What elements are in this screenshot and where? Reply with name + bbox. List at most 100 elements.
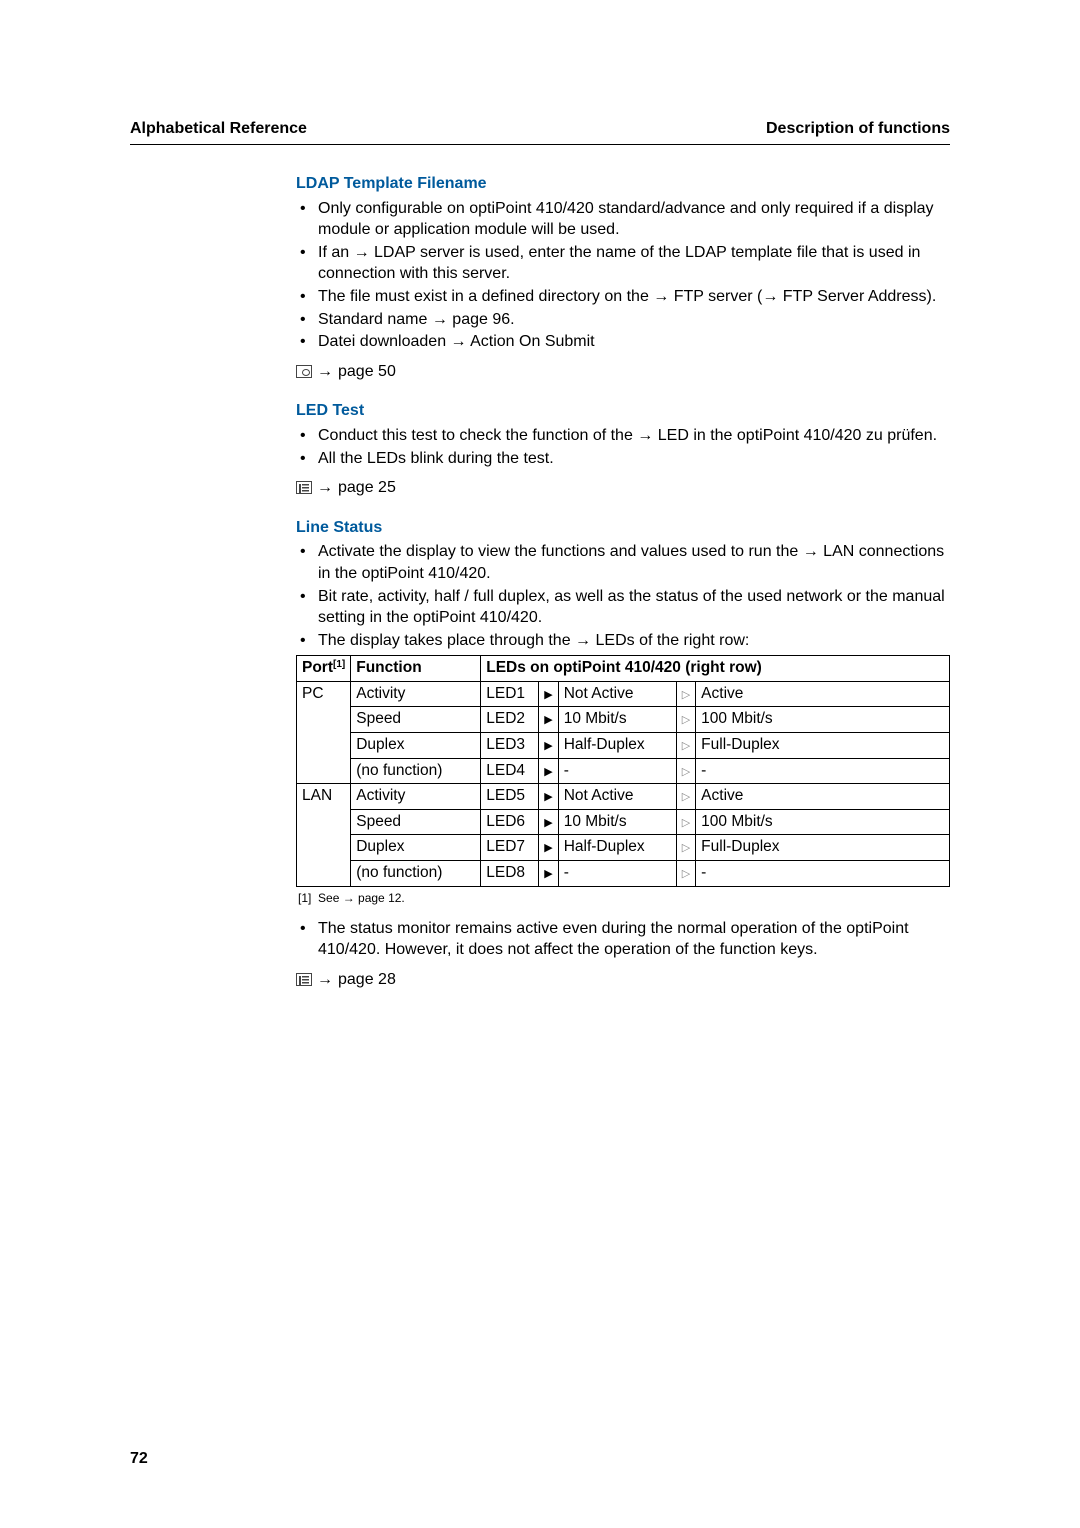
arrow-icon: → [762, 288, 778, 305]
arrow-icon: → [575, 632, 591, 649]
line-page-link[interactable]: → page 28 [296, 969, 950, 991]
th-function: Function [351, 656, 481, 682]
th-port: Port[1] [297, 656, 351, 682]
cell-off: Not Active [558, 784, 676, 810]
header-left: Alphabetical Reference [130, 120, 307, 138]
ldap-b5: Datei downloaden → Action On Submit [296, 331, 950, 353]
ldap-link-text: page 50 [338, 361, 396, 383]
table-row: DuplexLED7▶Half-Duplex▷Full-Duplex [297, 835, 950, 861]
cell-function: (no function) [351, 758, 481, 784]
cell-led: LED6 [481, 809, 539, 835]
line-post: The status monitor remains active even d… [296, 918, 950, 961]
triangle-light-icon: ▷ [676, 835, 695, 861]
web-icon [296, 365, 312, 378]
line-b2: Bit rate, activity, half / full duplex, … [296, 586, 950, 629]
table-row: SpeedLED6▶10 Mbit/s▷100 Mbit/s [297, 809, 950, 835]
cell-led: LED4 [481, 758, 539, 784]
arrow-icon: → [432, 311, 448, 328]
cell-function: (no function) [351, 861, 481, 887]
cell-function: Activity [351, 681, 481, 707]
cell-led: LED5 [481, 784, 539, 810]
triangle-light-icon: ▷ [676, 681, 695, 707]
arrow-icon: → [343, 891, 355, 905]
triangle-dark-icon: ▶ [539, 758, 558, 784]
triangle-dark-icon: ▶ [539, 809, 558, 835]
cell-on: - [696, 861, 950, 887]
led-list: Conduct this test to check the function … [296, 425, 950, 469]
cell-on: 100 Mbit/s [696, 707, 950, 733]
table-header-row: Port[1] Function LEDs on optiPoint 410/4… [297, 656, 950, 682]
cell-on: - [696, 758, 950, 784]
cell-off: Half-Duplex [558, 733, 676, 759]
header-right: Description of functions [766, 120, 950, 138]
triangle-dark-icon: ▶ [539, 835, 558, 861]
cell-function: Duplex [351, 835, 481, 861]
cell-on: Active [696, 681, 950, 707]
cell-led: LED1 [481, 681, 539, 707]
cell-on: Full-Duplex [696, 733, 950, 759]
led-link-text: page 25 [338, 477, 396, 499]
line-post-list: The status monitor remains active even d… [296, 918, 950, 961]
arrow-icon: → [317, 477, 333, 499]
cell-off: Not Active [558, 681, 676, 707]
led-b1: Conduct this test to check the function … [296, 425, 950, 447]
table-row: SpeedLED2▶10 Mbit/s▷100 Mbit/s [297, 707, 950, 733]
ldap-b2: If an → LDAP server is used, enter the n… [296, 242, 950, 285]
ldap-page-link[interactable]: → page 50 [296, 361, 950, 383]
arrow-icon: → [317, 361, 333, 383]
cell-led: LED8 [481, 861, 539, 887]
cell-on: Full-Duplex [696, 835, 950, 861]
ldap-b4: Standard name → page 96. [296, 309, 950, 331]
triangle-light-icon: ▷ [676, 784, 695, 810]
page-number: 72 [130, 1450, 148, 1468]
triangle-light-icon: ▷ [676, 861, 695, 887]
arrow-icon: → [637, 427, 653, 444]
triangle-dark-icon: ▶ [539, 861, 558, 887]
cell-function: Duplex [351, 733, 481, 759]
table-row: DuplexLED3▶Half-Duplex▷Full-Duplex [297, 733, 950, 759]
cell-off: - [558, 861, 676, 887]
table-row: LANActivityLED5▶Not Active▷Active [297, 784, 950, 810]
triangle-dark-icon: ▶ [539, 733, 558, 759]
triangle-light-icon: ▷ [676, 707, 695, 733]
document-icon [296, 481, 312, 494]
document-icon [296, 973, 312, 986]
th-leds: LEDs on optiPoint 410/420 (right row) [481, 656, 950, 682]
main-content: LDAP Template Filename Only configurable… [296, 173, 950, 991]
cell-function: Activity [351, 784, 481, 810]
triangle-light-icon: ▷ [676, 809, 695, 835]
table-row: (no function)LED4▶-▷- [297, 758, 950, 784]
triangle-dark-icon: ▶ [539, 707, 558, 733]
ldap-title: LDAP Template Filename [296, 173, 950, 195]
cell-function: Speed [351, 707, 481, 733]
arrow-icon: → [317, 969, 333, 991]
cell-on: Active [696, 784, 950, 810]
table-row: PCActivityLED1▶Not Active▷Active [297, 681, 950, 707]
led-b2: All the LEDs blink during the test. [296, 448, 950, 470]
cell-port: PC [297, 681, 351, 783]
cell-port: LAN [297, 784, 351, 886]
arrow-icon: → [653, 288, 669, 305]
cell-led: LED2 [481, 707, 539, 733]
triangle-dark-icon: ▶ [539, 681, 558, 707]
ldap-b1: Only configurable on optiPoint 410/420 s… [296, 198, 950, 241]
arrow-icon: → [354, 244, 370, 261]
line-list: Activate the display to view the functio… [296, 541, 950, 651]
cell-off: Half-Duplex [558, 835, 676, 861]
arrow-icon: → [803, 543, 819, 560]
cell-off: 10 Mbit/s [558, 809, 676, 835]
cell-off: 10 Mbit/s [558, 707, 676, 733]
page-header: Alphabetical Reference Description of fu… [130, 120, 950, 145]
triangle-light-icon: ▷ [676, 733, 695, 759]
line-b1: Activate the display to view the functio… [296, 541, 950, 584]
cell-off: - [558, 758, 676, 784]
cell-on: 100 Mbit/s [696, 809, 950, 835]
led-page-link[interactable]: → page 25 [296, 477, 950, 499]
led-table: Port[1] Function LEDs on optiPoint 410/4… [296, 655, 950, 886]
ldap-list: Only configurable on optiPoint 410/420 s… [296, 198, 950, 353]
ldap-b3: The file must exist in a defined directo… [296, 286, 950, 308]
line-b3: The display takes place through the → LE… [296, 630, 950, 652]
triangle-dark-icon: ▶ [539, 784, 558, 810]
line-link-text: page 28 [338, 969, 396, 991]
cell-function: Speed [351, 809, 481, 835]
